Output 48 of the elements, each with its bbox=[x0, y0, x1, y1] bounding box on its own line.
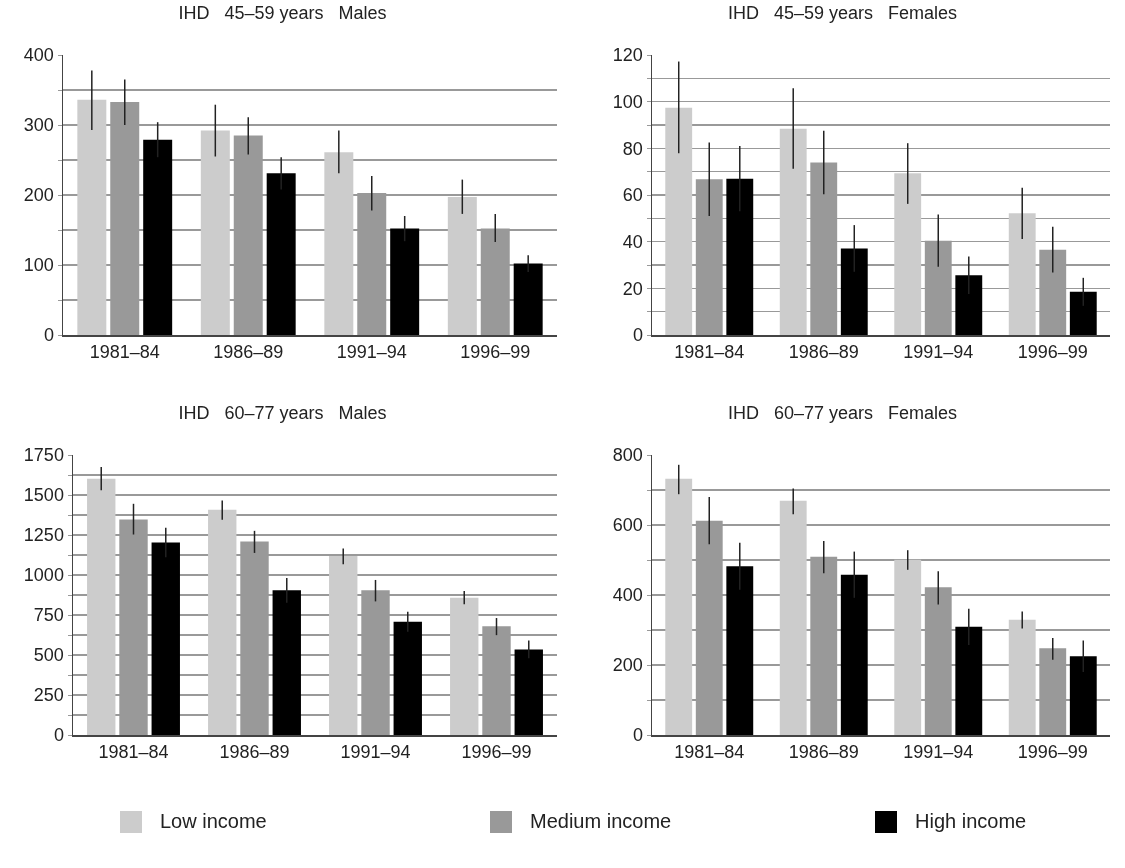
y-tick-label: 0 bbox=[53, 725, 64, 746]
y-tick-label: 20 bbox=[622, 278, 643, 299]
chart-title: IHD 60–77 years Females bbox=[727, 402, 958, 423]
y-tick-label: 1000 bbox=[23, 565, 64, 586]
y-tick-label: 40 bbox=[622, 231, 643, 252]
chart-title: IHD 45–59 years Females bbox=[727, 2, 958, 23]
x-tick-label: 1996–99 bbox=[460, 342, 531, 363]
y-tick-label: 400 bbox=[612, 585, 643, 606]
y-tick-label: 600 bbox=[612, 515, 643, 536]
x-tick-label: 1981–84 bbox=[674, 342, 745, 363]
x-tick-label: 1981–84 bbox=[674, 742, 745, 763]
y-tick-label: 0 bbox=[632, 325, 643, 346]
y-tick-label: 250 bbox=[33, 685, 64, 706]
y-tick-label: 1750 bbox=[23, 445, 64, 466]
chart-title: IHD 45–59 years Males bbox=[178, 2, 387, 23]
x-tick-label: 1981–84 bbox=[89, 342, 160, 363]
y-tick-label: 100 bbox=[612, 91, 643, 112]
y-tick-label: 200 bbox=[23, 185, 54, 206]
x-tick-label: 1991–94 bbox=[336, 342, 407, 363]
y-tick-label: 400 bbox=[23, 45, 54, 66]
x-tick-label: 1996–99 bbox=[1017, 742, 1088, 763]
x-tick-label: 1991–94 bbox=[903, 342, 974, 363]
x-tick-label: 1986–89 bbox=[788, 742, 859, 763]
y-tick-label: 0 bbox=[43, 325, 54, 346]
y-tick-label: 500 bbox=[33, 645, 64, 666]
x-tick-label: 1996–99 bbox=[1017, 342, 1088, 363]
y-tick-label: 60 bbox=[622, 185, 643, 206]
x-tick-label: 1991–94 bbox=[340, 742, 411, 763]
x-tick-label: 1986–89 bbox=[213, 342, 284, 363]
x-tick-label: 1986–89 bbox=[219, 742, 290, 763]
legend-label: Medium income bbox=[530, 810, 672, 833]
x-tick-label: 1991–94 bbox=[903, 742, 974, 763]
y-tick-label: 300 bbox=[23, 115, 54, 136]
x-tick-label: 1981–84 bbox=[98, 742, 169, 763]
y-tick-label: 0 bbox=[632, 725, 643, 746]
y-tick-label: 750 bbox=[33, 605, 64, 626]
y-tick-label: 100 bbox=[23, 255, 54, 276]
y-tick-label: 80 bbox=[622, 138, 643, 159]
x-tick-label: 1986–89 bbox=[788, 342, 859, 363]
y-tick-label: 120 bbox=[612, 45, 643, 66]
y-tick-label: 200 bbox=[612, 655, 643, 676]
legend-label: High income bbox=[915, 810, 1027, 833]
y-tick-label: 1500 bbox=[23, 485, 64, 506]
legend-label: Low income bbox=[160, 810, 267, 833]
y-tick-label: 1250 bbox=[23, 525, 64, 546]
y-tick-label: 800 bbox=[612, 445, 643, 466]
x-tick-label: 1996–99 bbox=[461, 742, 532, 763]
chart-title: IHD 60–77 years Males bbox=[178, 402, 387, 423]
